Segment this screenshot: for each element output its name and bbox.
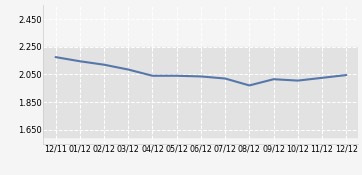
Bar — [43, 47, 358, 137]
